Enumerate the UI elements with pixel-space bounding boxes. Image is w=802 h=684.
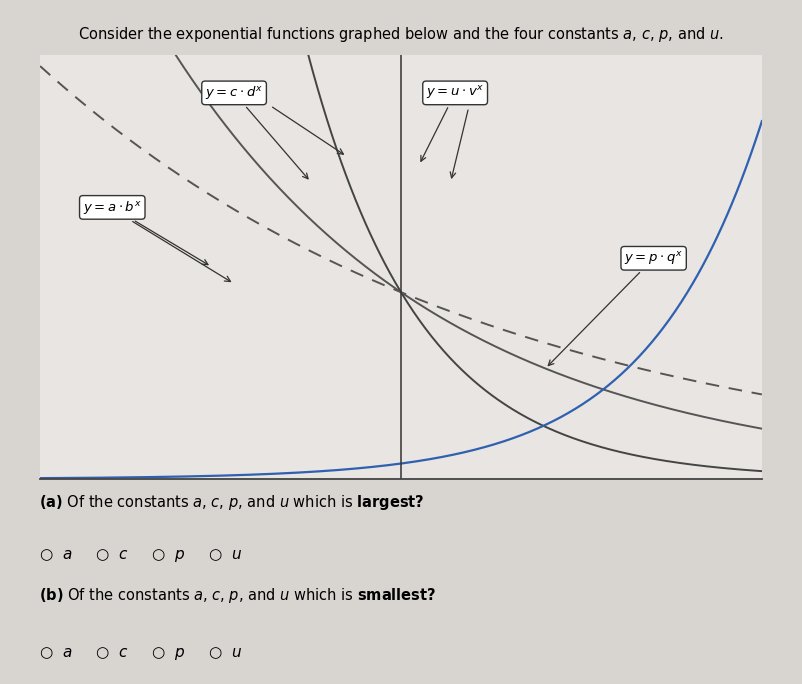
Text: $\bigcirc$  $a$     $\bigcirc$  $c$     $\bigcirc$  $p$     $\bigcirc$  $u$: $\bigcirc$ $a$ $\bigcirc$ $c$ $\bigcirc$… — [39, 644, 242, 661]
Text: $\bigcirc$  $a$     $\bigcirc$  $c$     $\bigcirc$  $p$     $\bigcirc$  $u$: $\bigcirc$ $a$ $\bigcirc$ $c$ $\bigcirc$… — [39, 547, 242, 564]
Text: $y = u \cdot v^x$: $y = u \cdot v^x$ — [421, 84, 484, 161]
Text: $y = p \cdot q^x$: $y = p \cdot q^x$ — [549, 250, 683, 365]
Text: $y = c \cdot d^x$: $y = c \cdot d^x$ — [205, 84, 308, 179]
Text: Consider the exponential functions graphed below and the four constants $a$, $c$: Consider the exponential functions graph… — [78, 25, 724, 44]
Text: $y = a \cdot b^x$: $y = a \cdot b^x$ — [83, 199, 208, 265]
Text: $\mathbf{(a)}$ Of the constants $a$, $c$, $p$, and $u$ which is $\mathbf{largest: $\mathbf{(a)}$ Of the constants $a$, $c$… — [39, 492, 425, 512]
Text: $\mathbf{(b)}$ Of the constants $a$, $c$, $p$, and $u$ which is $\mathbf{smalles: $\mathbf{(b)}$ Of the constants $a$, $c$… — [39, 586, 436, 605]
